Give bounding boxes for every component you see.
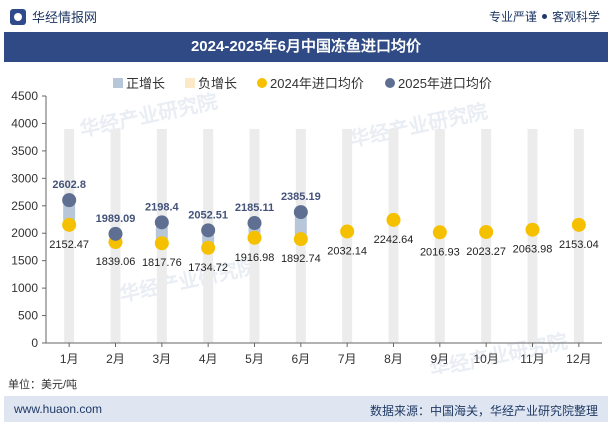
point-2024 — [247, 230, 262, 245]
chart-title: 2024-2025年6月中国冻鱼进口均价 — [190, 38, 422, 55]
data-label-2025: 1989.09 — [96, 213, 136, 225]
category-band — [388, 128, 399, 343]
tagline-right: 客观科学 — [551, 10, 600, 24]
tagline: 专业严谨 客观科学 — [489, 8, 600, 25]
point-2024 — [154, 236, 169, 251]
data-label-2025: 2185.11 — [235, 202, 274, 214]
data-label-2024: 1734.72 — [188, 262, 228, 274]
y-tick-label: 2500 — [11, 199, 38, 213]
data-label-2024: 1817.76 — [142, 257, 182, 269]
x-tick-label: 5月 — [245, 352, 264, 366]
legend-swatch-0 — [113, 78, 123, 88]
x-tick-label: 8月 — [384, 352, 403, 366]
data-label-2024: 2153.04 — [559, 239, 599, 251]
y-tick-label: 3500 — [11, 144, 38, 158]
y-tick-label: 2000 — [11, 226, 38, 240]
data-label-2024: 1839.06 — [96, 256, 136, 268]
data-label-2025: 2052.51 — [188, 209, 228, 221]
legend-marker-3 — [385, 78, 395, 88]
x-tick-label: 3月 — [152, 352, 171, 366]
data-label-2024: 2023.27 — [466, 246, 506, 258]
tagline-left: 专业严谨 — [488, 10, 537, 24]
y-tick-label: 1000 — [11, 281, 38, 295]
data-label-2024: 2063.98 — [513, 244, 553, 256]
legend-swatch-1 — [185, 78, 195, 88]
brand: 华经情报网 — [10, 7, 97, 26]
title-bar: 2024-2025年6月中国冻鱼进口均价 — [4, 32, 608, 62]
x-tick-label: 7月 — [338, 352, 357, 366]
top-bar: 华经情报网 专业严谨 客观科学 — [0, 0, 612, 32]
legend-label-0: 正增长 — [126, 76, 165, 91]
footer-site: www.huaon.com — [14, 402, 103, 416]
y-tick-label: 4500 — [11, 89, 38, 103]
y-tick-label: 1500 — [11, 254, 38, 268]
x-tick-label: 12月 — [566, 352, 591, 366]
data-label-2024: 2032.14 — [327, 245, 367, 257]
point-2024 — [432, 225, 447, 240]
legend-label-3: 2025年进口均价 — [398, 76, 492, 91]
point-2025 — [293, 205, 308, 220]
data-label-2024: 1916.98 — [235, 252, 275, 264]
y-tick-label: 3000 — [11, 171, 38, 185]
point-2024 — [479, 224, 494, 239]
data-label-2024: 2016.93 — [420, 246, 460, 258]
y-tick-label: 500 — [18, 309, 38, 323]
watermark-0: 华经产业研究院 — [78, 89, 220, 142]
category-band — [573, 128, 584, 343]
data-label-2025: 2385.19 — [281, 191, 321, 203]
point-2024 — [201, 240, 216, 255]
point-2024 — [571, 217, 586, 232]
point-2024 — [340, 224, 355, 239]
point-2025 — [108, 226, 123, 241]
x-tick-label: 6月 — [291, 352, 310, 366]
brand-logo-icon — [10, 8, 26, 25]
legend-label-1: 负增长 — [198, 76, 237, 91]
brand-name: 华经情报网 — [32, 10, 98, 25]
bullet-icon — [541, 14, 547, 20]
x-tick-label: 9月 — [430, 352, 449, 366]
category-band — [64, 128, 75, 343]
x-tick-label: 10月 — [473, 352, 498, 366]
unit-label: 单位：美元/吨 — [8, 379, 78, 391]
data-label-2024: 1892.74 — [281, 253, 321, 265]
point-2025 — [154, 215, 169, 230]
x-tick-label: 11月 — [520, 352, 544, 366]
footer-source: 数据来源：中国海关，华经产业研究院整理 — [369, 404, 598, 418]
x-tick-label: 1月 — [60, 352, 79, 366]
legend-marker-2 — [257, 78, 267, 88]
y-tick-label: 0 — [31, 336, 38, 350]
x-tick-label: 4月 — [199, 352, 218, 366]
point-2024 — [386, 212, 401, 227]
footer-bar: www.huaon.com 数据来源：中国海关，华经产业研究院整理 — [4, 396, 608, 422]
point-2024 — [293, 232, 308, 247]
data-label-2024: 2152.47 — [49, 239, 89, 251]
legend-label-2: 2024年进口均价 — [270, 76, 364, 91]
x-tick-label: 2月 — [106, 352, 125, 366]
point-2024 — [525, 222, 540, 237]
point-2025 — [201, 223, 216, 238]
watermark-1: 华经产业研究院 — [348, 99, 490, 152]
point-2025 — [247, 216, 262, 231]
y-tick-label: 4000 — [11, 116, 38, 130]
data-label-2025: 2602.8 — [52, 179, 86, 191]
data-label-2024: 2242.64 — [374, 234, 414, 246]
point-2024 — [62, 217, 77, 232]
growth-bar — [294, 212, 307, 240]
data-label-2025: 2198.4 — [145, 201, 180, 213]
point-2025 — [62, 193, 77, 208]
